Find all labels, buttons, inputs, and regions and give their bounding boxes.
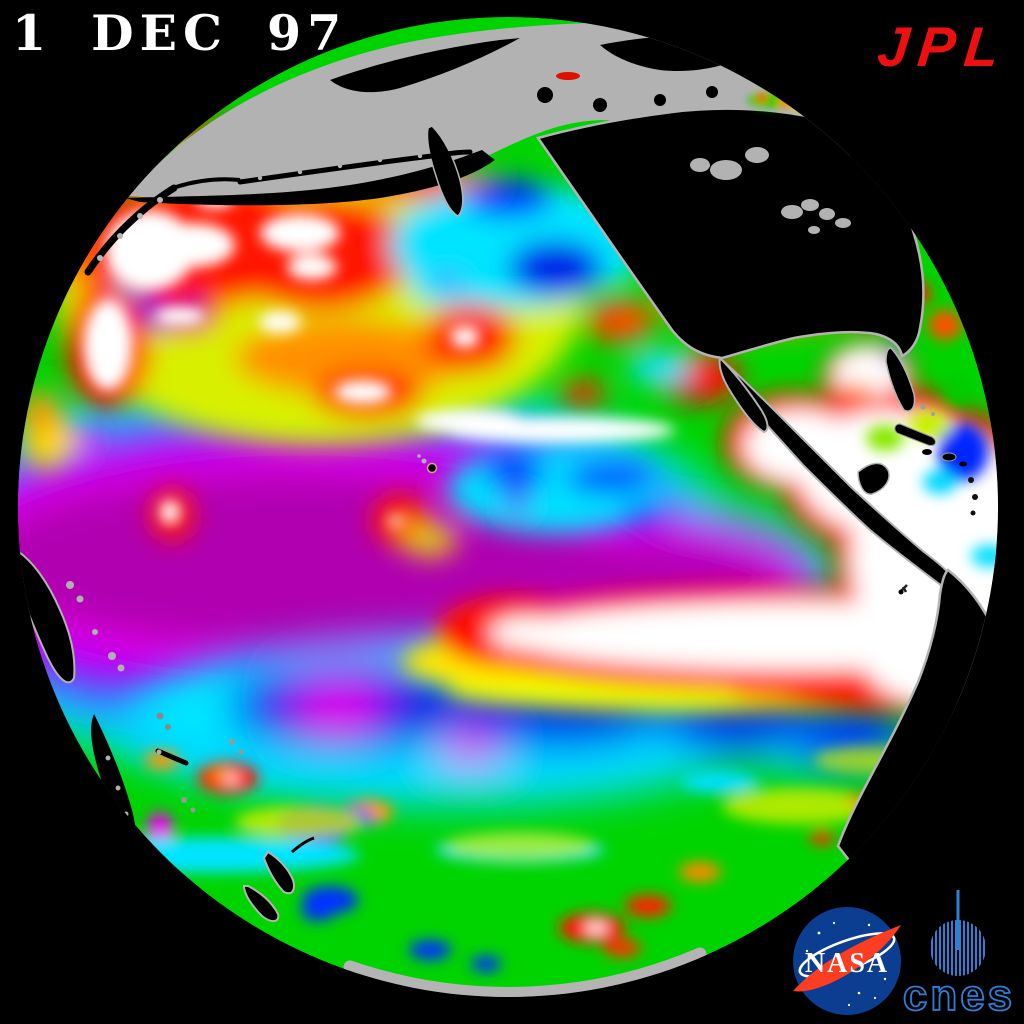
japan-arc: [84, 184, 178, 276]
nasa-logo-icon: NASA: [793, 907, 901, 1015]
yucatan: [857, 462, 890, 495]
baja-peninsula: [718, 355, 769, 434]
date-label: 1 DEC 97: [12, 4, 348, 62]
new-caledonia: [155, 748, 189, 766]
nasa-logo-text: NASA: [805, 948, 889, 979]
ocean-anomaly-field: [18, 17, 998, 997]
cnes-logo-text: cnes: [903, 971, 1015, 1020]
north-america: [535, 107, 925, 360]
jpl-logo: JPL: [874, 15, 1012, 78]
florida: [885, 347, 916, 412]
new-zealand-north: [262, 850, 295, 895]
antarctic-rim: [343, 947, 707, 997]
hawaii: [426, 462, 438, 474]
new-zealand-south: [242, 885, 280, 922]
aleutian-arc: [237, 149, 473, 185]
cuba: [894, 423, 936, 446]
cnes-logo-icon: cnes: [902, 890, 1015, 1020]
